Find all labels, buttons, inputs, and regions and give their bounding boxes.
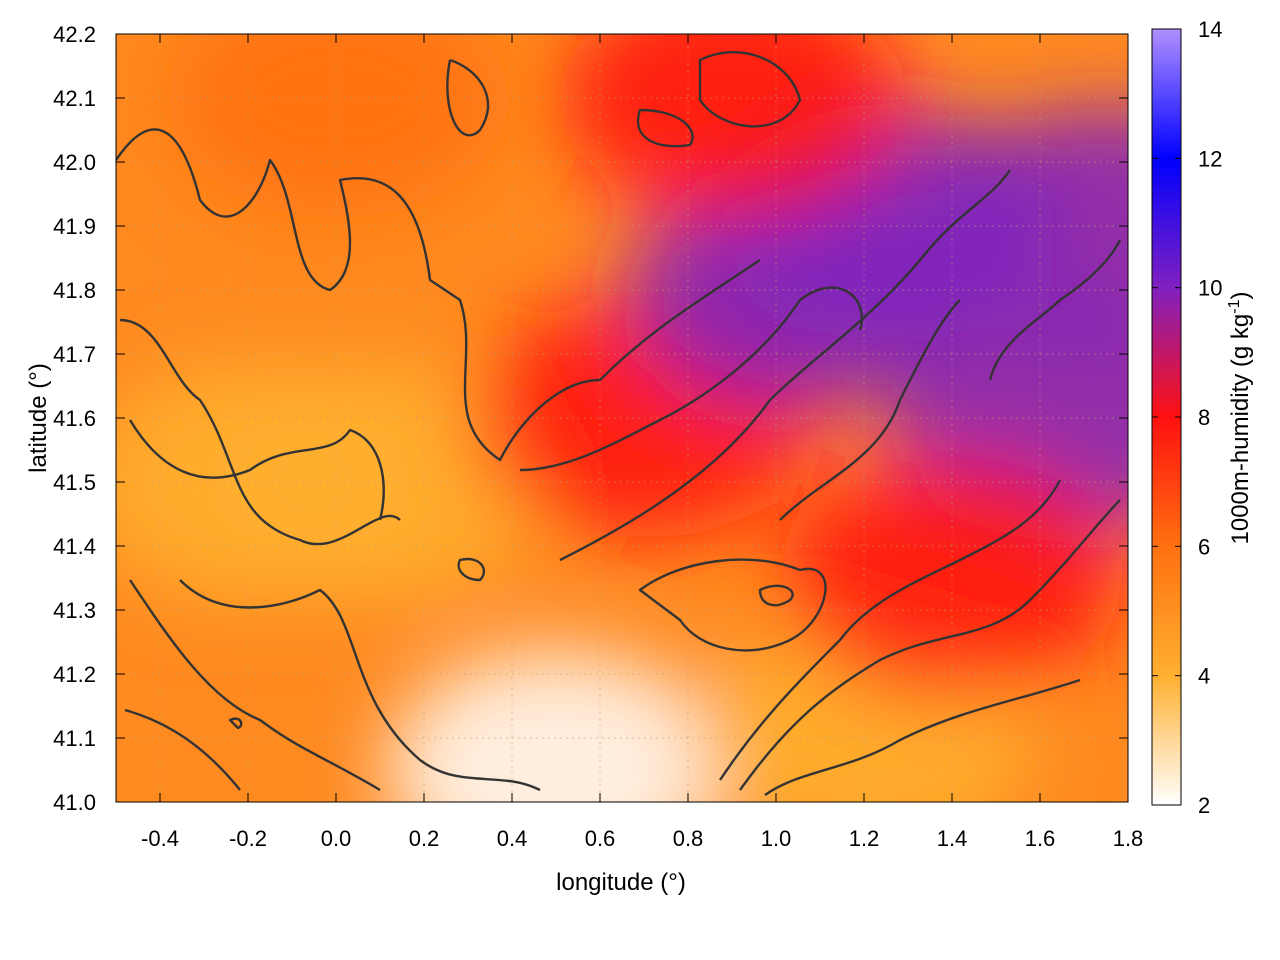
heatmap-cell bbox=[386, 650, 726, 802]
x-tick-label: 1.8 bbox=[1113, 826, 1144, 851]
x-tick-label: 0.4 bbox=[497, 826, 528, 851]
contour-line bbox=[559, 169, 1011, 562]
contour-line bbox=[129, 579, 381, 792]
colorbar-tick-label: 14 bbox=[1198, 17, 1222, 42]
contour-line bbox=[739, 499, 1121, 791]
contour-line bbox=[638, 558, 827, 652]
y-tick-label: 41.5 bbox=[53, 470, 96, 495]
heatmap-cell bbox=[782, 458, 1122, 698]
y-tick-label: 41.3 bbox=[53, 598, 96, 623]
x-tick-label: 1.4 bbox=[937, 826, 968, 851]
contour-line bbox=[779, 299, 961, 521]
x-tick-label: -0.4 bbox=[141, 826, 179, 851]
y-tick-label: 42.2 bbox=[53, 22, 96, 47]
contour-line bbox=[128, 419, 385, 521]
colorbar-tick-label: 8 bbox=[1198, 405, 1210, 430]
colorbar-tick-label: 6 bbox=[1198, 534, 1210, 559]
contour-lines bbox=[116, 50, 1122, 796]
contour-line bbox=[179, 579, 541, 792]
y-axis: 41.0 41.1 41.2 41.3 41.4 41.5 41.6 41.7 41.8 41.9… bbox=[53, 22, 1128, 815]
y-tick-label: 41.2 bbox=[53, 662, 96, 687]
contour-line bbox=[446, 58, 490, 137]
contour-line bbox=[519, 286, 864, 472]
colorbar: 2 4 6 8 10 12 14 1000m-humidity (g kg-1) bbox=[1151, 17, 1254, 818]
contour-line bbox=[116, 128, 761, 462]
contour-line bbox=[636, 108, 694, 148]
colorbar-tick-label: 10 bbox=[1198, 276, 1222, 301]
x-tick-label: -0.2 bbox=[229, 826, 267, 851]
x-axis-label: longitude (°) bbox=[556, 869, 686, 896]
contour-line bbox=[758, 584, 794, 607]
x-tick-label: 0.2 bbox=[409, 826, 440, 851]
contour-line bbox=[124, 708, 241, 791]
contour-line bbox=[764, 678, 1081, 796]
x-tick-label: 0.8 bbox=[673, 826, 704, 851]
x-tick-label: 1.6 bbox=[1025, 826, 1056, 851]
x-tick-label: 0.0 bbox=[321, 826, 352, 851]
y-tick-label: 41.1 bbox=[53, 726, 96, 751]
y-tick-label: 42.0 bbox=[53, 150, 96, 175]
colorbar-tick-label: 2 bbox=[1198, 793, 1210, 818]
heatmap-cell bbox=[562, 34, 902, 218]
y-axis-label: latitude (°) bbox=[25, 363, 52, 473]
colorbar-tick-label: 4 bbox=[1198, 664, 1210, 689]
y-tick-label: 41.0 bbox=[53, 790, 96, 815]
colorbar-ticks: 2 4 6 8 10 12 14 bbox=[1152, 17, 1222, 818]
contour-line bbox=[719, 479, 1062, 781]
contour-line bbox=[119, 318, 401, 546]
y-tick-label: 42.1 bbox=[53, 86, 96, 111]
y-tick-label: 41.4 bbox=[53, 534, 96, 559]
x-axis: -0.4 -0.2 0.0 0.2 0.4 0.6 0.8 1.0 1.2 1.4 1.6 1.8 bbox=[141, 34, 1143, 851]
humidity-heatmap bbox=[116, 34, 1128, 802]
contour-line bbox=[698, 50, 802, 128]
x-tick-label: 0.6 bbox=[585, 826, 616, 851]
contour-line bbox=[457, 557, 486, 582]
x-tick-label: 1.0 bbox=[761, 826, 792, 851]
x-tick-label: 1.2 bbox=[849, 826, 880, 851]
contour-line bbox=[228, 717, 243, 730]
y-tick-label: 41.6 bbox=[53, 406, 96, 431]
y-tick-label: 41.9 bbox=[53, 214, 96, 239]
colorbar-label: 1000m-humidity (g kg-1) bbox=[1226, 292, 1254, 545]
contour-line bbox=[988, 239, 1122, 381]
y-tick-label: 41.8 bbox=[53, 278, 96, 303]
colorbar-tick-label: 12 bbox=[1198, 146, 1222, 171]
y-tick-label: 41.7 bbox=[53, 342, 96, 367]
